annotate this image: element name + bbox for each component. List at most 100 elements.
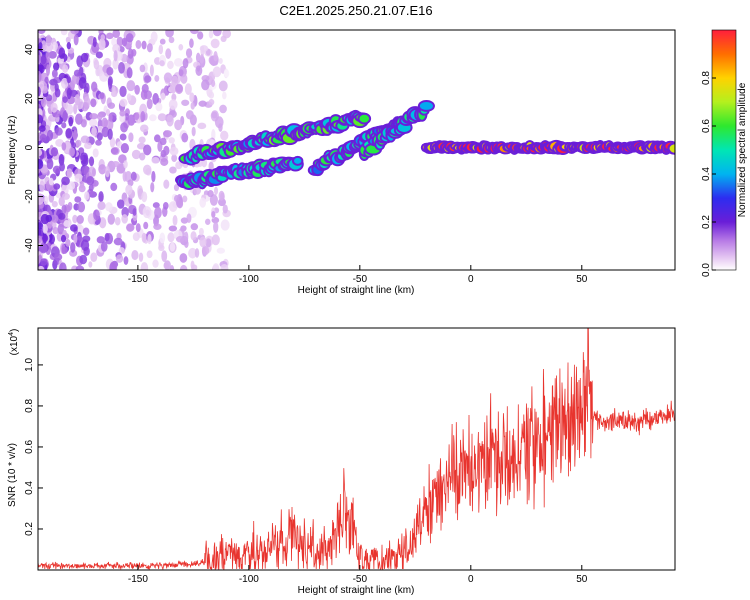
heatmap-cell [73,34,79,46]
heatmap-cell [115,254,124,263]
snr-y-tick-label: 0.2 [24,522,35,536]
heatmap-cell [359,114,370,123]
heatmap-cell [77,201,86,213]
heatmap-cell [110,182,118,192]
heatmap-cell [75,113,83,125]
heatmap-cell [38,30,46,34]
heatmap-cell [181,132,189,143]
heatmap-cell [146,43,153,53]
heatmap-cell [93,209,100,221]
heatmap-cell [184,239,189,248]
heatmap-cell [122,171,127,182]
colorbar-tick-label: 0.4 [701,167,712,181]
heatmap-cell [152,202,160,209]
heatmap-cell [223,69,230,78]
heatmap-cell [40,258,48,266]
heatmap-cell [140,262,149,270]
spectrogram-y-tick-label: 20 [24,93,35,105]
heatmap-cell [220,219,230,231]
heatmap-cell [178,69,184,77]
heatmap-cell [158,44,164,55]
heatmap-cell [167,60,174,70]
heatmap-cell [135,39,142,49]
heatmap-cell [112,30,121,39]
heatmap-cell [162,130,172,138]
heatmap-cell [92,37,97,48]
heatmap-cell [104,233,110,242]
heatmap-cell [57,223,64,235]
heatmap-cell [210,38,220,49]
heatmap-cell [139,152,146,161]
heatmap-cell [141,40,147,50]
heatmap-cell [49,78,58,86]
snr-y-tick-label: 0.4 [24,481,35,495]
heatmap-cell [39,133,47,142]
heatmap-cell [199,236,207,248]
heatmap-cell [167,232,175,243]
heatmap-cell [191,126,196,137]
spectrogram-y-tick-label: -40 [24,238,35,253]
heatmap-cell [60,77,69,89]
heatmap-cell [118,61,125,74]
heatmap-cell [96,132,103,141]
heatmap-cell [86,176,95,186]
heatmap-cell [63,220,71,227]
heatmap-cell [119,133,127,141]
heatmap-cell [61,204,67,214]
heatmap-cell [218,190,225,201]
heatmap-cell [89,118,98,128]
heatmap-cell [99,92,105,99]
heatmap-cell [132,232,140,242]
snr-frame [37,327,676,571]
colorbar: 0.0 0.2 0.4 0.6 0.8 Normalized spectral ampl… [701,29,748,277]
heatmap-cell [46,129,54,141]
heatmap-cell [118,247,125,255]
heatmap-cell [50,102,58,113]
colorbar-tick-label: 0.8 [701,71,712,85]
heatmap-cell [161,250,168,262]
heatmap-cell [57,57,65,64]
heatmap-cell [173,58,183,67]
heatmap-cell [130,171,137,181]
heatmap-cell [38,148,43,157]
heatmap-cell [190,102,195,110]
heatmap-cell [125,33,134,43]
heatmap-cell [214,186,219,195]
heatmap-cell [105,165,110,178]
heatmap-cell [109,261,118,270]
heatmap-cell [419,101,433,110]
heatmap-cell [180,264,188,270]
heatmap-cell [149,64,154,77]
heatmap-cell [199,54,205,64]
heatmap-cell [146,98,153,110]
heatmap-cell [155,102,163,112]
heatmap-cell [121,214,128,224]
heatmap-cell [184,83,192,95]
heatmap-cell [138,136,146,144]
heatmap-cell [58,212,66,220]
heatmap-cell [83,142,92,150]
heatmap-cell [194,248,200,258]
heatmap-cell [98,38,106,51]
heatmap-cell [62,64,69,73]
heatmap-cell [80,239,90,251]
heatmap-cell [197,31,204,40]
heatmap-cell [126,223,135,232]
heatmap-cell [123,256,129,265]
heatmap-cell [158,244,165,252]
heatmap-cell [142,206,152,219]
heatmap-cell [138,252,144,262]
spectrogram-y-axis: -40 -20 0 20 40 [24,44,43,253]
heatmap-cell [76,215,84,224]
heatmap-cell [123,160,128,169]
heatmap-cell [101,117,108,129]
heatmap-cell [222,30,232,39]
heatmap-cell [39,180,45,193]
heatmap-cell [220,130,229,141]
heatmap-cell [220,264,229,270]
heatmap-cell [165,30,174,38]
heatmap-cell [84,191,90,201]
heatmap-cell [107,213,116,225]
heatmap-cell [85,82,90,94]
heatmap-cell [669,144,675,153]
